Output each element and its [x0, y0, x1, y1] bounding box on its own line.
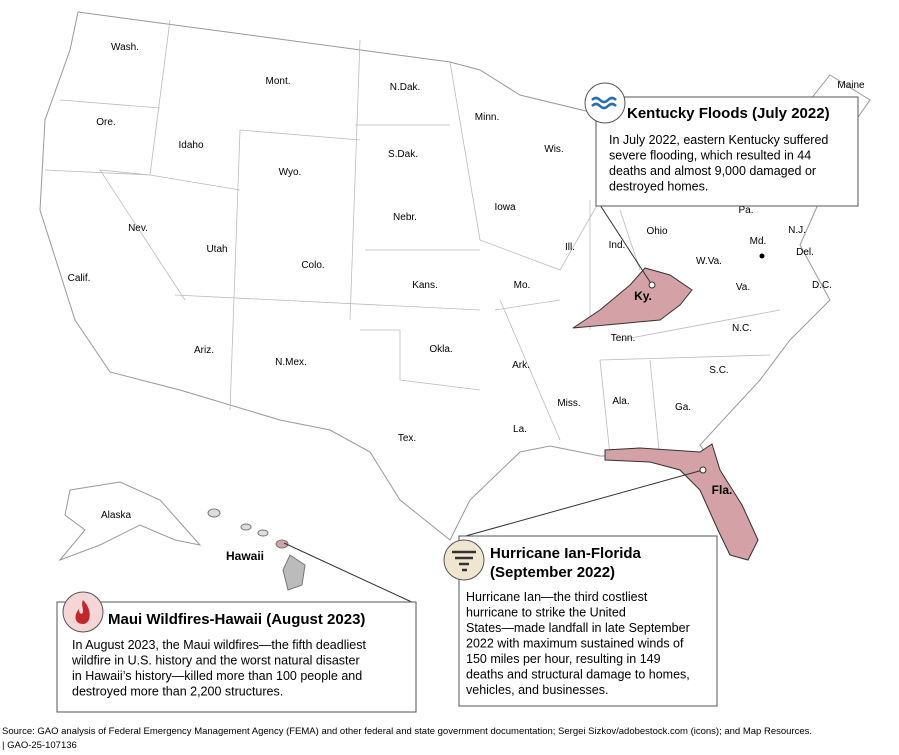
state-label: Tenn.: [611, 333, 635, 344]
leader-lines: [283, 204, 704, 605]
callout-body: Hurricane Ian—the third costliest: [466, 590, 648, 604]
state-label: N.Dak.: [390, 82, 421, 93]
state-label: La.: [513, 424, 527, 435]
state-label: S.Dak.: [388, 149, 418, 160]
state-label: Nev.: [128, 223, 148, 234]
state-label: Colo.: [301, 260, 324, 271]
source: Source: GAO analysis of Federal Emergenc…: [2, 726, 812, 737]
callout-body: destroyed homes.: [609, 180, 708, 194]
state-florida: [604, 443, 759, 561]
callout-body: deaths and structural damage to homes,: [466, 668, 690, 682]
state-label: Utah: [206, 244, 227, 255]
callout-body: deaths and almost 9,000 damaged or: [609, 164, 816, 178]
state-label: D.C.: [812, 280, 832, 291]
state-label: N.C.: [732, 323, 752, 334]
state-label: Maine: [837, 80, 865, 91]
state-label: N.Mex.: [275, 357, 307, 368]
state-label: Wis.: [544, 144, 563, 155]
state-label: W.Va.: [696, 256, 722, 267]
state-label: Calif.: [68, 273, 91, 284]
state-label: Pa.: [738, 205, 753, 216]
state-label: Del.: [796, 247, 814, 258]
callout-body: in Hawaii’s history—killed more than 100…: [72, 669, 362, 683]
callout-body: vehicles, and businesses.: [466, 683, 608, 697]
dc-dot: [759, 253, 765, 259]
state-label: Nebr.: [393, 212, 417, 223]
callout-body: hurricane to strike the United: [466, 606, 626, 620]
state-label: Miss.: [557, 398, 580, 409]
callout-body: destroyed more than 2,200 structures.: [72, 685, 283, 699]
state-label: Iowa: [494, 202, 516, 213]
hawaii-islands: [207, 508, 306, 591]
state-label: S.C.: [709, 365, 728, 376]
callout-body: 150 miles per hour, resulting in 149: [466, 652, 661, 666]
state-label: Ark.: [512, 360, 530, 371]
report-id: | GAO-25-107136: [2, 740, 77, 751]
callout-box: [595, 96, 859, 207]
state-label: Idaho: [178, 140, 203, 151]
state-label: Ariz.: [194, 345, 214, 356]
state-label: Ala.: [612, 396, 629, 407]
icons: [62, 82, 626, 633]
callout-body: In August 2023, the Maui wildfires—the f…: [72, 638, 366, 652]
state-label-highlighted: Fla.: [712, 483, 733, 497]
state-label: Alaska: [101, 510, 131, 521]
callout-body: wildfire in U.S. history and the worst n…: [71, 654, 360, 668]
callout-body: 2022 with maximum sustained winds of: [466, 637, 684, 651]
callout-title: Kentucky Floods (July 2022): [627, 105, 830, 122]
state-kentucky: [572, 267, 693, 329]
state-label: N.J.: [788, 225, 806, 236]
callout-body: severe flooding, which resulted in 44: [609, 149, 811, 163]
state-label: Ohio: [646, 226, 668, 237]
callout-body: States—made landfall in late September: [466, 621, 690, 635]
callout-title: Maui Wildfires-Hawaii (August 2023): [108, 611, 365, 628]
state-label: Mont.: [265, 76, 290, 87]
callout-box: [56, 601, 417, 713]
callout-title: Hurricane Ian-Florida: [490, 545, 642, 562]
state-label: Ga.: [675, 402, 691, 413]
state-label: Ind.: [609, 240, 626, 251]
state-label: Tex.: [398, 433, 416, 444]
state-label: Wyo.: [279, 167, 302, 178]
state-label-highlighted: Hawaii: [226, 549, 264, 563]
state-label: Ore.: [96, 117, 115, 128]
callout-box: [458, 535, 718, 707]
state-label: Minn.: [475, 112, 499, 123]
state-label: Kans.: [412, 280, 438, 291]
state-label: Okla.: [429, 344, 452, 355]
state-label: Va.: [736, 282, 750, 293]
state-label-highlighted: Ky.: [634, 289, 652, 303]
state-label: Ill.: [565, 242, 575, 253]
callout-body: In July 2022, eastern Kentucky suffered: [609, 133, 828, 147]
state-label: Wash.: [111, 42, 139, 53]
state-label: Md.: [750, 236, 767, 247]
point-markers: [648, 281, 707, 474]
state-label: Mo.: [514, 280, 531, 291]
callout-title: (September 2022): [490, 564, 615, 581]
alaska: [58, 481, 202, 562]
